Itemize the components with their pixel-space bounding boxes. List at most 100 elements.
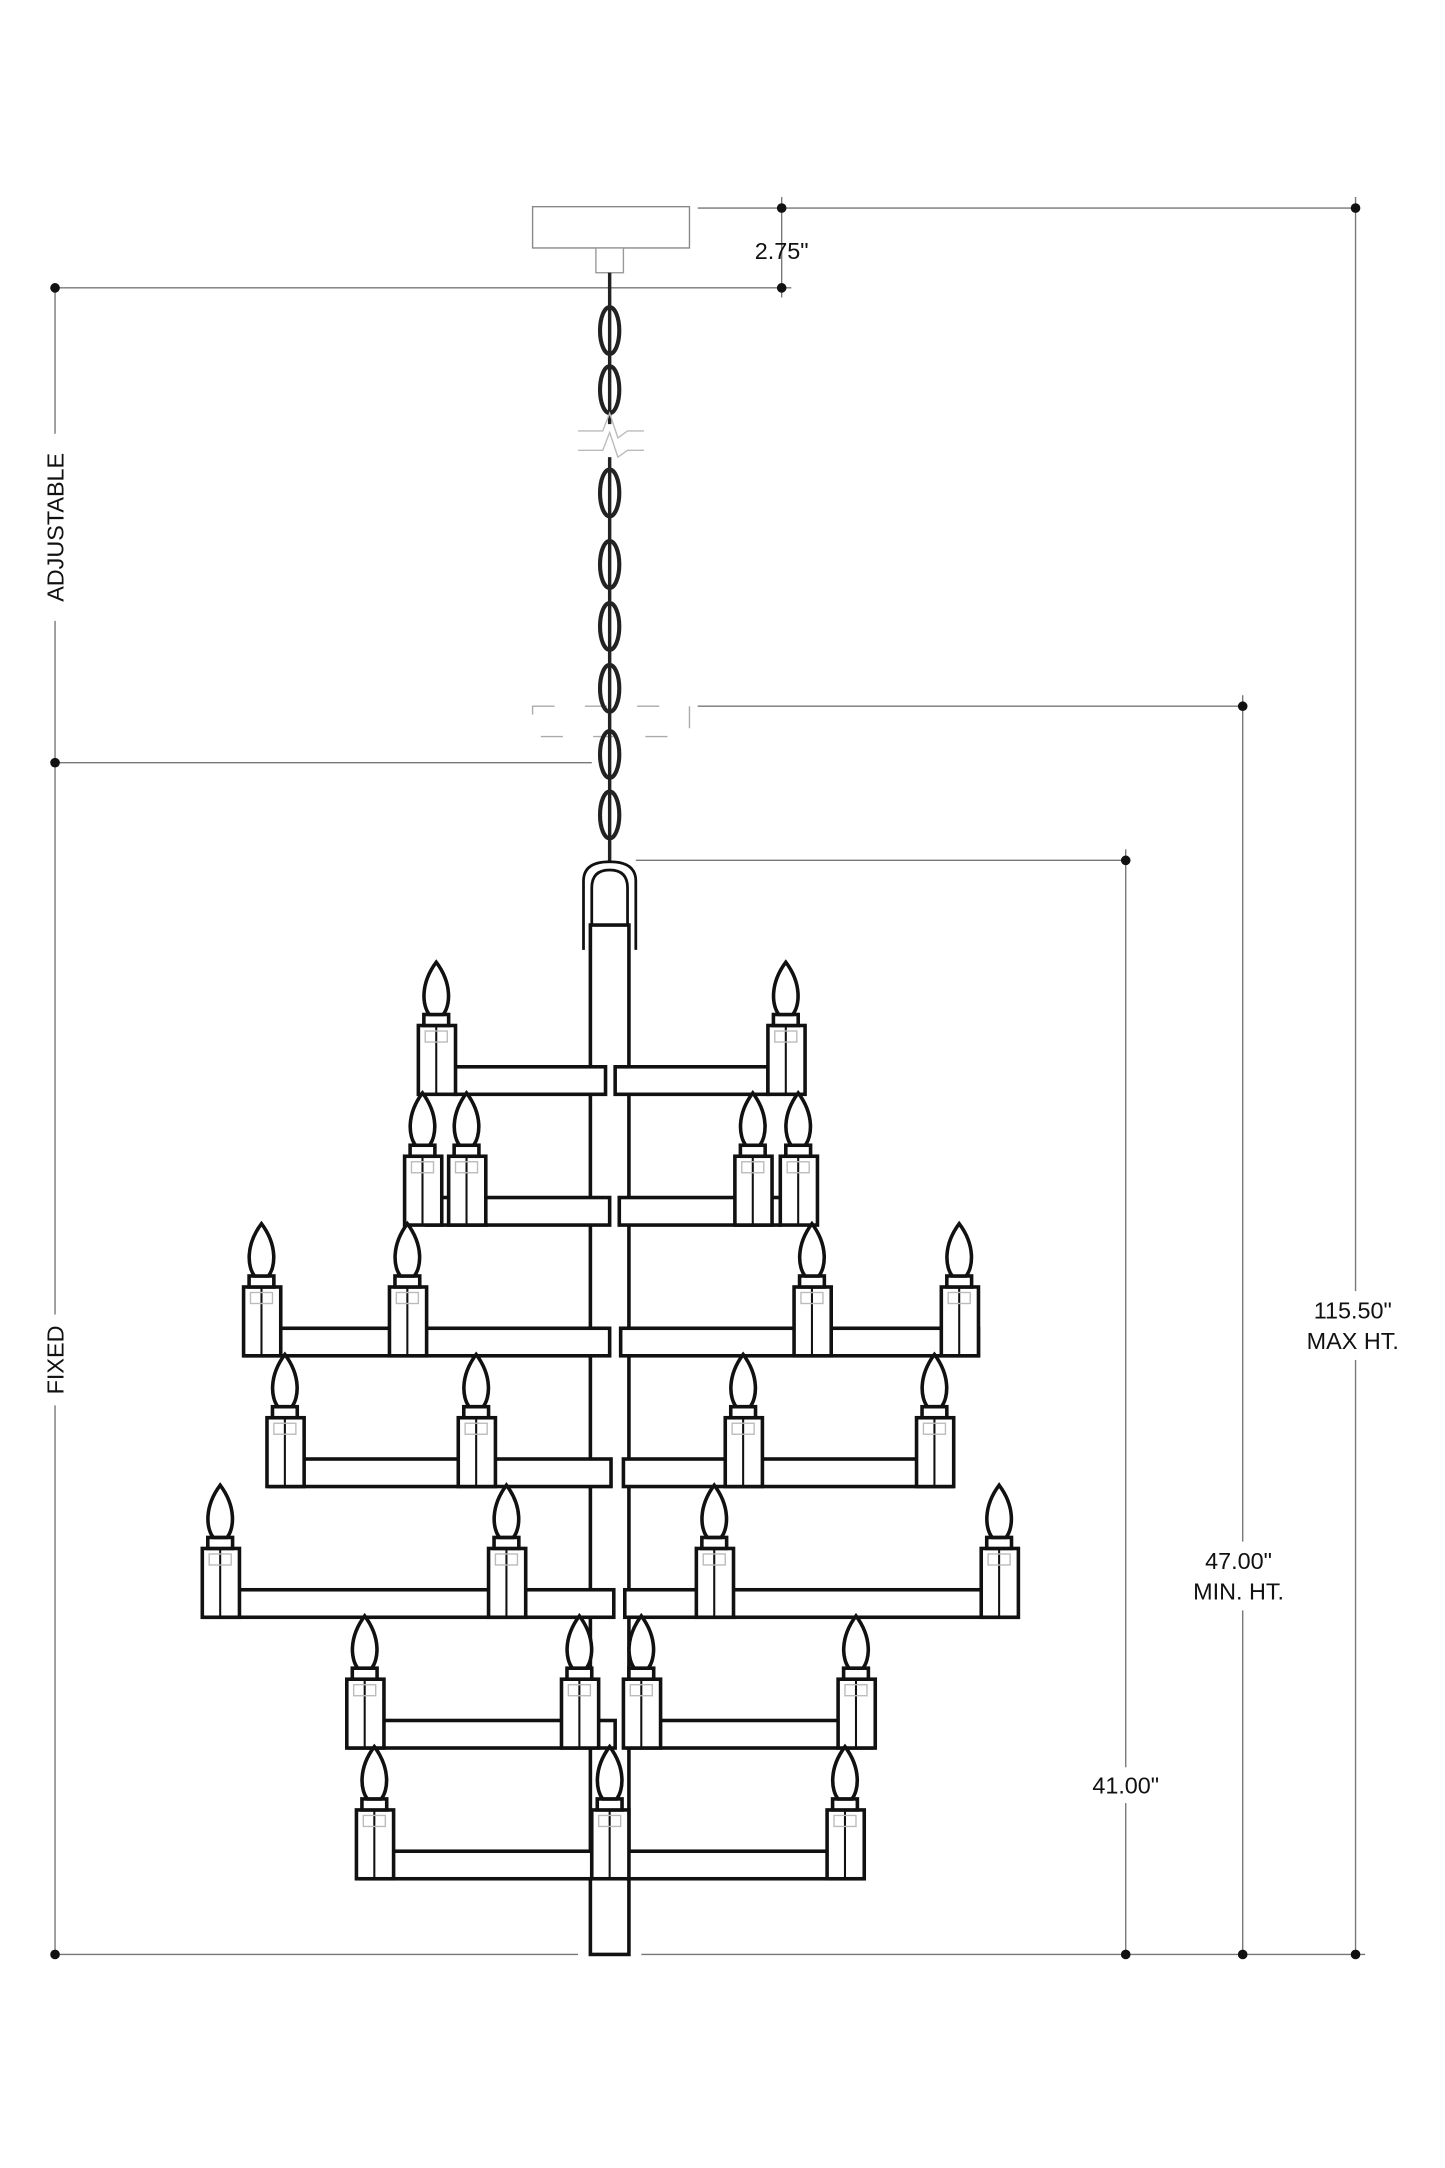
candle-light: [559, 1612, 601, 1750]
flame-bulb-icon: [350, 1612, 379, 1670]
socket: [362, 1814, 387, 1828]
flame-bulb-icon: [565, 1612, 594, 1670]
flame-bulb-icon: [492, 1482, 521, 1540]
chain-link: [597, 789, 622, 841]
dimension-lines: [38, 197, 1419, 1960]
light-tiers: [200, 959, 1021, 1881]
chain-link: [597, 305, 622, 356]
arm-right: [625, 1718, 875, 1750]
socket: [410, 1161, 435, 1174]
flame-bulb-icon: [627, 1612, 656, 1670]
arm-right: [613, 1065, 770, 1097]
candle-light: [914, 1351, 956, 1489]
hanging-loop: [582, 860, 638, 950]
candle-light: [694, 1482, 736, 1620]
tier-2: [402, 1089, 820, 1227]
flame-bulb-icon: [422, 959, 451, 1017]
flame-bulb-icon: [920, 1351, 949, 1409]
socket: [774, 1030, 798, 1043]
tier-7: [354, 1743, 867, 1881]
candle-light: [621, 1612, 663, 1750]
flame-bulb-icon: [408, 1089, 437, 1148]
max-height-value: 115.50": [1314, 1298, 1392, 1324]
candle-light: [345, 1612, 386, 1750]
arm-left: [267, 1457, 613, 1489]
arm-left: [452, 1065, 608, 1097]
dimension-labels: 2.75" ADJUSTABLE FIXED 115.50" MAX HT. 4…: [42, 238, 1399, 1798]
fixture-height-label: 41.00": [1092, 1772, 1159, 1798]
min-height-value: 47.00": [1205, 1548, 1272, 1574]
flame-bulb-icon: [700, 1482, 729, 1540]
candle-light: [416, 959, 458, 1097]
candle-light: [446, 1089, 488, 1227]
candle-light: [778, 1089, 820, 1227]
socket: [464, 1422, 488, 1435]
chain-link: [597, 539, 622, 590]
tier-4: [265, 1351, 956, 1489]
flame-bulb-icon: [771, 959, 800, 1017]
socket: [987, 1553, 1011, 1566]
flame-bulb-icon: [729, 1351, 758, 1409]
flame-bulb-icon: [462, 1351, 491, 1409]
tier-1: [416, 959, 807, 1097]
candle-light: [241, 1220, 283, 1358]
socket: [208, 1553, 232, 1566]
adjustable-label: ADJUSTABLE: [42, 453, 68, 602]
flame-bulb-icon: [738, 1089, 767, 1148]
arm-left: [358, 1849, 594, 1881]
candle-light: [387, 1220, 429, 1358]
arm-right: [621, 1457, 955, 1489]
flame-bulb-icon: [985, 1482, 1014, 1540]
flame-bulb-icon: [270, 1351, 299, 1409]
socket: [567, 1684, 592, 1697]
socket: [731, 1422, 755, 1435]
candle-light: [939, 1220, 981, 1358]
candle-light: [733, 1089, 774, 1227]
chain-link: [597, 728, 622, 780]
socket: [424, 1030, 448, 1043]
socket: [395, 1291, 420, 1305]
flame-bulb-icon: [797, 1220, 826, 1278]
chain-link: [597, 467, 622, 519]
flame-bulb-icon: [945, 1220, 974, 1278]
canopy-height-label: 2.75": [755, 238, 809, 264]
flame-bulb-icon: [595, 1743, 624, 1801]
candle-light: [589, 1743, 631, 1881]
flame-bulb-icon: [830, 1743, 859, 1801]
socket: [800, 1291, 824, 1305]
socket: [786, 1161, 810, 1174]
flame-bulb-icon: [206, 1482, 235, 1540]
socket: [844, 1684, 868, 1697]
arm-left: [203, 1587, 616, 1620]
flame-bulb-icon: [784, 1089, 813, 1148]
socket: [494, 1553, 519, 1566]
socket: [702, 1553, 726, 1566]
canopy: [531, 205, 691, 274]
socket: [249, 1291, 274, 1305]
candle-light: [979, 1482, 1021, 1620]
candle-light: [792, 1220, 834, 1358]
flame-bulb-icon: [247, 1220, 276, 1278]
socket: [629, 1684, 654, 1697]
candle-light: [825, 1743, 867, 1881]
candle-light: [766, 959, 807, 1097]
candle-light: [723, 1351, 765, 1489]
min-height-label: MIN. HT.: [1193, 1578, 1284, 1604]
chain-link: [597, 662, 622, 714]
candle-light: [200, 1482, 242, 1620]
socket: [454, 1161, 479, 1174]
tier-6: [345, 1612, 878, 1750]
tier-5: [200, 1482, 1021, 1620]
socket: [922, 1422, 947, 1435]
candle-light: [402, 1089, 444, 1227]
candle-light: [456, 1351, 498, 1489]
socket: [352, 1684, 377, 1697]
chain-link: [597, 600, 622, 652]
candle-light: [354, 1743, 396, 1881]
candle-light: [265, 1351, 306, 1489]
candle-light: [486, 1482, 528, 1620]
arm-right: [623, 1587, 1019, 1620]
flame-bulb-icon: [360, 1743, 389, 1801]
max-height-label: MAX HT.: [1307, 1328, 1399, 1354]
